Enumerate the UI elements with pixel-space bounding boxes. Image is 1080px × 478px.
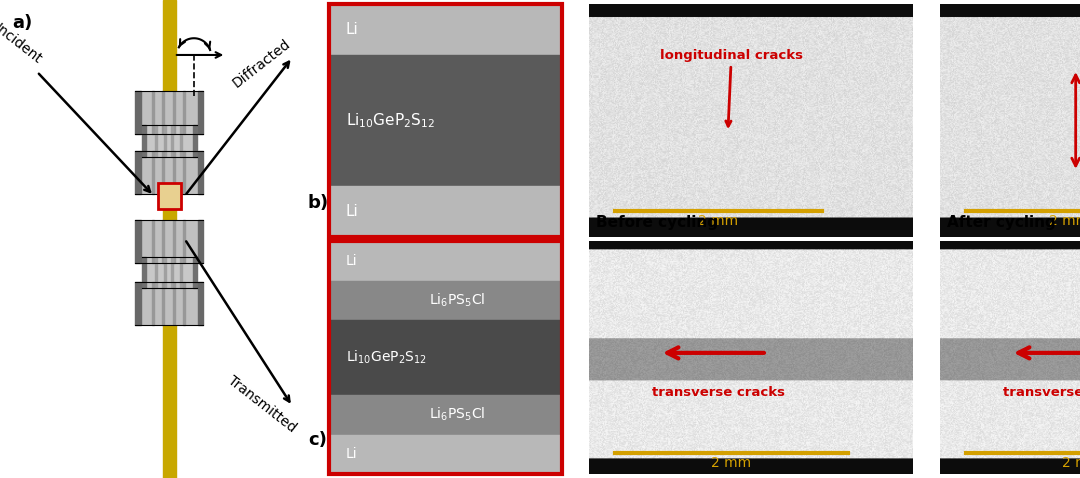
Bar: [156, 257, 158, 288]
Text: Li: Li: [346, 22, 359, 37]
Text: Li: Li: [346, 447, 357, 461]
Bar: [152, 282, 154, 325]
Text: After cycling: After cycling: [947, 16, 1056, 32]
Bar: [141, 257, 146, 288]
Bar: [135, 282, 140, 325]
Bar: [158, 183, 181, 209]
Bar: [135, 220, 140, 263]
Bar: [198, 91, 203, 134]
Text: c): c): [308, 431, 326, 449]
Bar: [172, 257, 173, 288]
Bar: [172, 126, 173, 157]
Bar: [183, 220, 185, 263]
Bar: [173, 91, 175, 134]
Text: Li$_{10}$GeP$_2$S$_{12}$: Li$_{10}$GeP$_2$S$_{12}$: [346, 111, 434, 130]
Bar: [198, 151, 203, 194]
Bar: [162, 91, 164, 134]
Text: X-ray tomography: X-ray tomography: [337, 16, 475, 32]
Bar: [141, 257, 197, 288]
Bar: [152, 151, 154, 194]
Bar: [329, 281, 562, 320]
Bar: [135, 220, 203, 263]
Bar: [156, 126, 158, 157]
Bar: [180, 126, 181, 157]
Bar: [329, 4, 562, 55]
Text: transverse cracks: transverse cracks: [651, 386, 785, 399]
Text: 2 mm: 2 mm: [698, 214, 739, 228]
Bar: [162, 220, 164, 263]
Text: transverse cracks: transverse cracks: [1002, 386, 1080, 399]
Bar: [329, 55, 562, 186]
Text: Before cycling: Before cycling: [596, 16, 718, 32]
Bar: [162, 151, 164, 194]
Bar: [192, 126, 197, 157]
Text: After cycling: After cycling: [947, 215, 1056, 230]
Bar: [198, 282, 203, 325]
Bar: [162, 282, 164, 325]
Bar: [329, 241, 562, 281]
Text: Incident: Incident: [0, 22, 44, 67]
Bar: [135, 151, 140, 194]
Bar: [135, 91, 203, 134]
Text: a): a): [12, 14, 32, 33]
Text: Transmitted: Transmitted: [225, 373, 298, 435]
Text: Li$_{10}$GeP$_2$S$_{12}$: Li$_{10}$GeP$_2$S$_{12}$: [346, 349, 427, 366]
Bar: [135, 282, 203, 325]
Text: Li: Li: [346, 204, 359, 219]
Text: longitudinal cracks: longitudinal cracks: [660, 49, 802, 126]
Text: Li$_6$PS$_5$Cl: Li$_6$PS$_5$Cl: [429, 406, 485, 424]
Bar: [329, 395, 562, 435]
Bar: [192, 257, 197, 288]
Bar: [198, 220, 203, 263]
Text: Li$_6$PS$_5$Cl: Li$_6$PS$_5$Cl: [429, 292, 485, 309]
Bar: [180, 257, 181, 288]
Bar: [135, 91, 140, 134]
Bar: [152, 220, 154, 263]
Text: Diffracted: Diffracted: [230, 37, 294, 91]
Bar: [135, 151, 203, 194]
Bar: [329, 435, 562, 474]
Text: Before cycling: Before cycling: [596, 215, 718, 230]
Text: Li: Li: [346, 254, 357, 268]
Bar: [173, 220, 175, 263]
Bar: [329, 186, 562, 237]
Text: 2 mm: 2 mm: [1049, 214, 1080, 228]
Bar: [329, 320, 562, 395]
Bar: [183, 91, 185, 134]
Text: 2 mm: 2 mm: [711, 456, 752, 469]
Bar: [164, 126, 166, 157]
Bar: [152, 91, 154, 134]
Text: b): b): [308, 194, 329, 212]
Bar: [141, 126, 146, 157]
Bar: [162, 0, 176, 478]
Bar: [141, 126, 197, 157]
Bar: [183, 151, 185, 194]
Bar: [173, 282, 175, 325]
Bar: [164, 257, 166, 288]
Text: 2 mm: 2 mm: [1062, 456, 1080, 469]
Bar: [173, 151, 175, 194]
Bar: [183, 282, 185, 325]
